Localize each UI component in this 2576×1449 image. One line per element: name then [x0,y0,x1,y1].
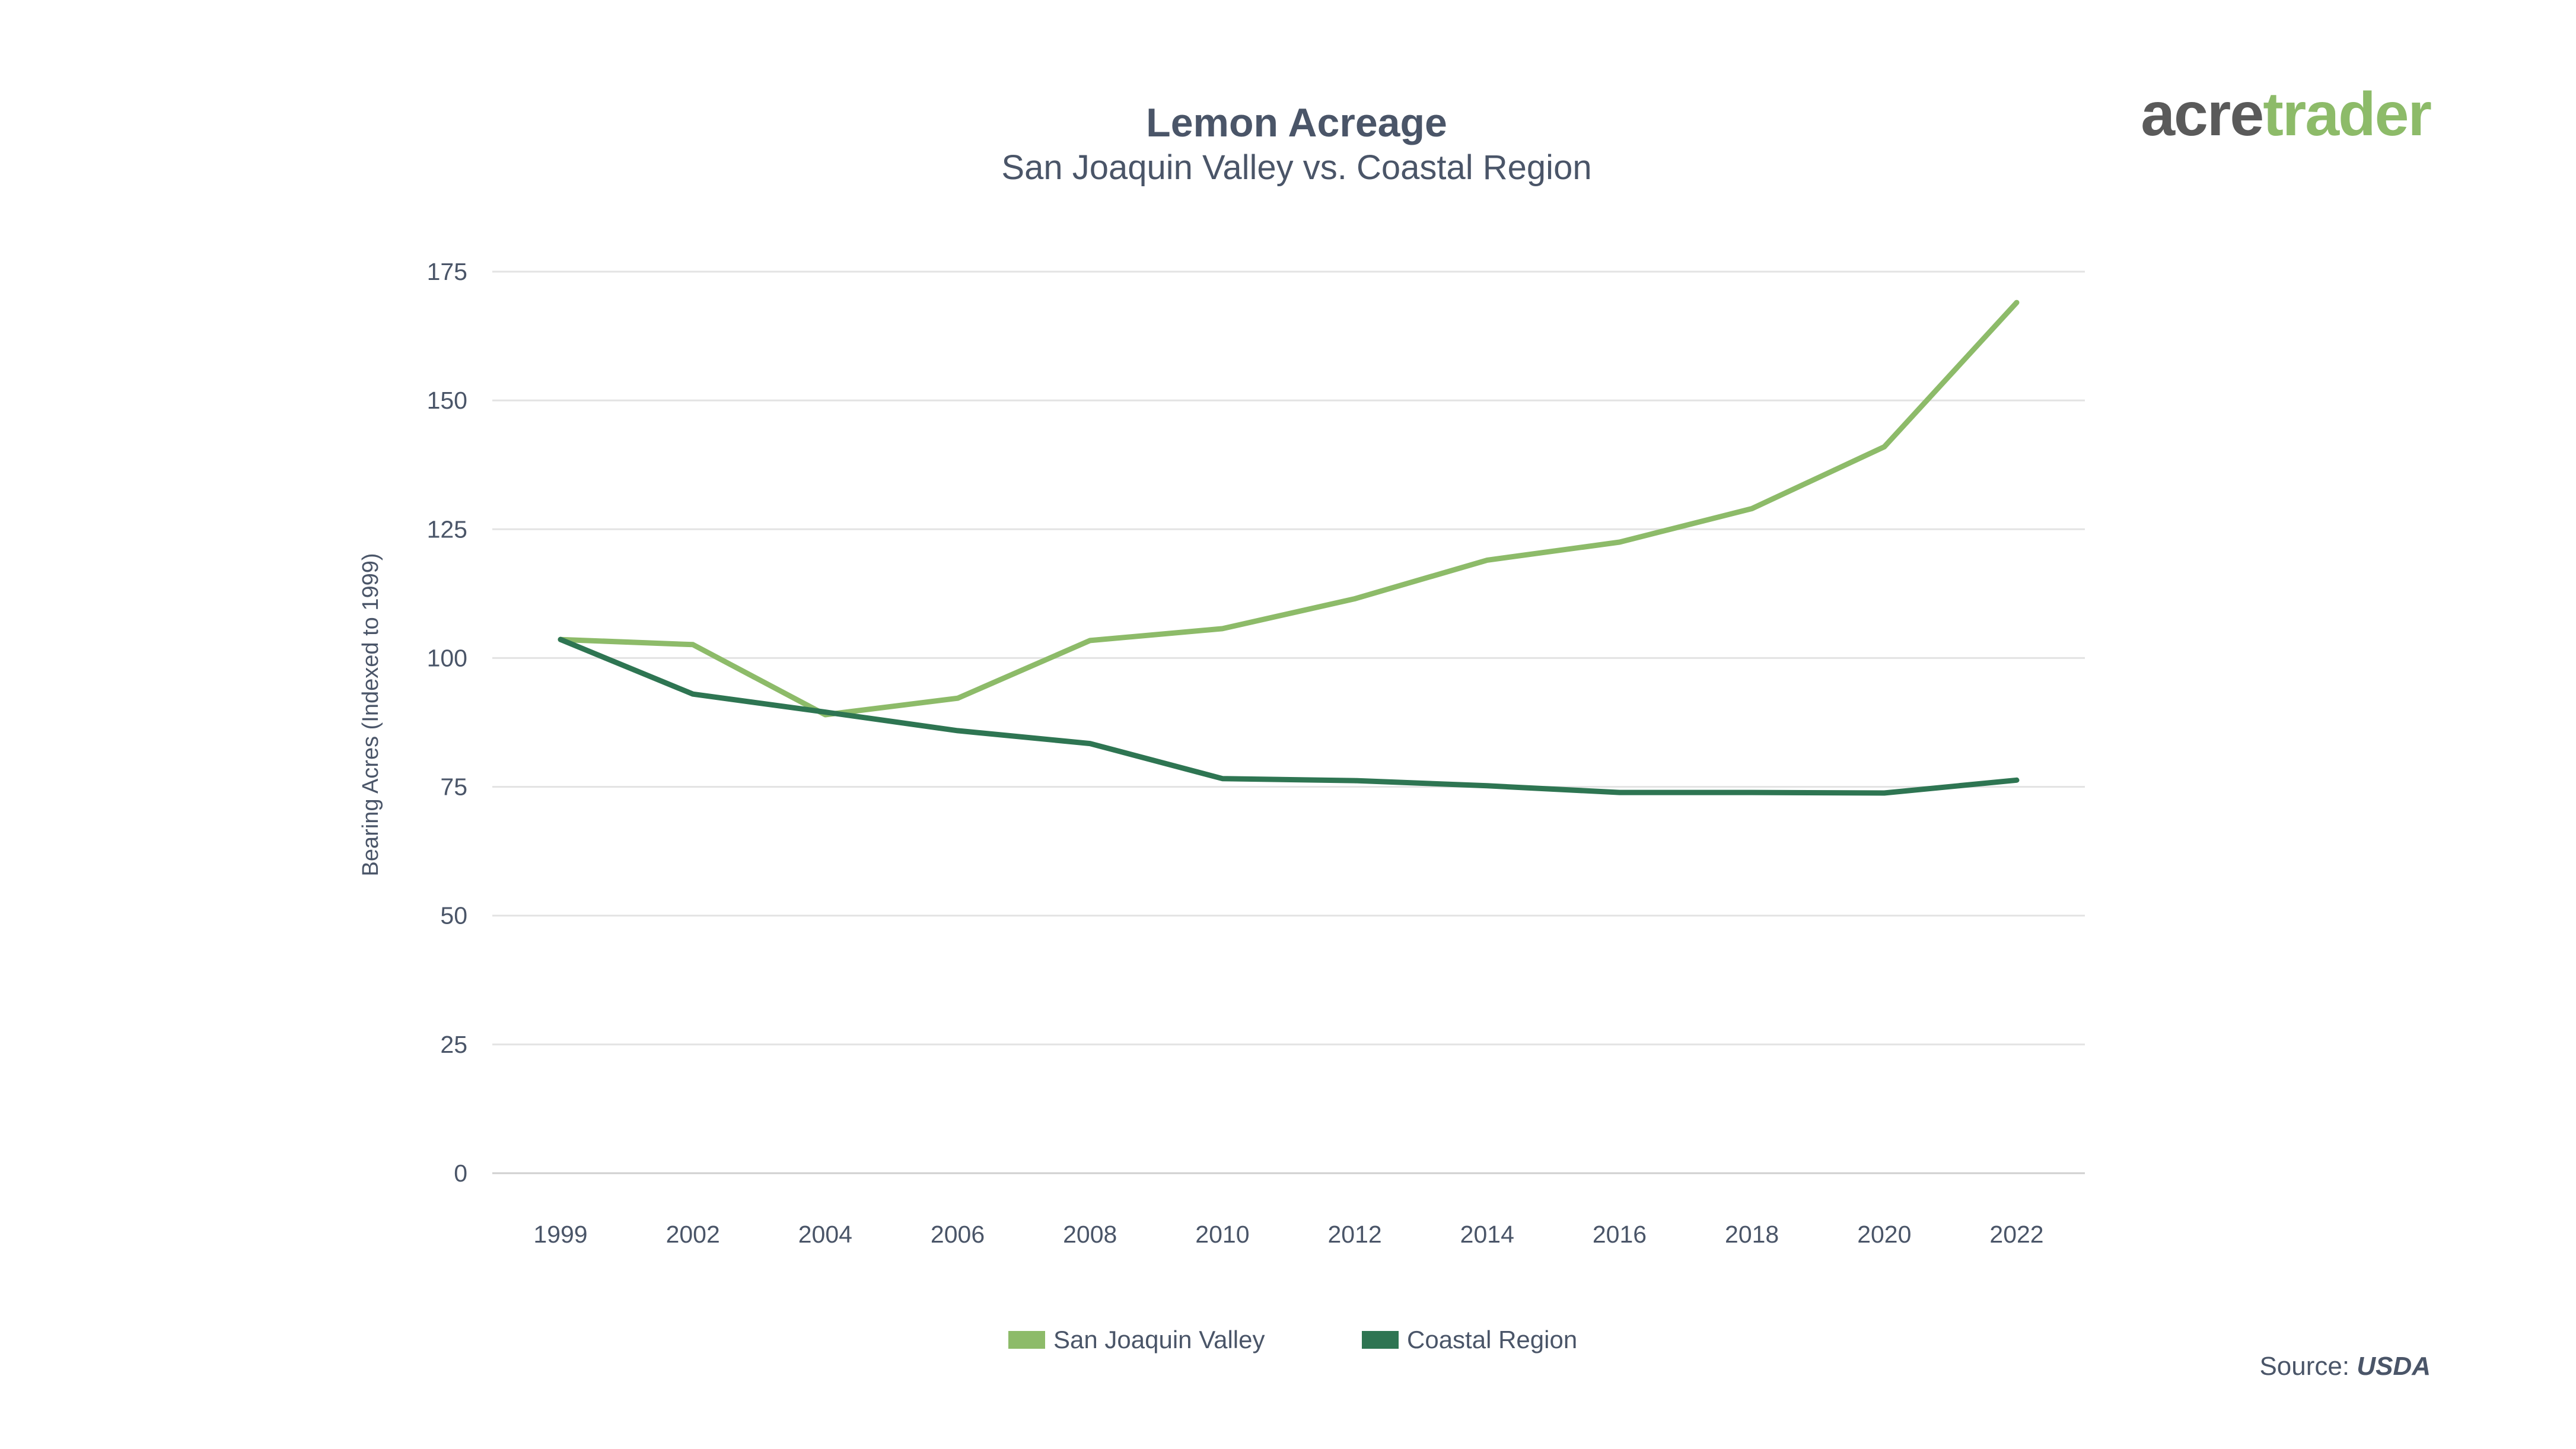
source-note: Source: USDA [2259,1352,2431,1381]
gridlines [492,270,2085,1174]
y-tick-label: 175 [427,258,467,285]
x-tick-label: 1999 [533,1221,587,1248]
chart-subtitle: San Joaquin Valley vs. Coastal Region [1001,148,1591,187]
x-tick-label: 2004 [798,1221,852,1248]
logo-acre: acre [2141,80,2263,149]
series-line-coastal-region [558,636,2020,796]
acretrader-logo: acretrader [2141,80,2431,149]
x-tick-label: 2002 [666,1221,720,1248]
x-tick-label: 2016 [1593,1221,1647,1248]
series-line-san-joaquin-valley [558,300,2020,718]
y-tick-label: 125 [427,515,467,543]
y-axis-ticks: 0 25 50 75 100 125 150 175 [427,258,467,1187]
legend-label: Coastal Region [1407,1326,1577,1354]
x-tick-label: 2018 [1725,1221,1779,1248]
legend-swatch [1008,1331,1045,1349]
x-tick-label: 2006 [931,1221,985,1248]
source-prefix: Source: [2259,1352,2357,1381]
y-tick-label: 100 [427,644,467,671]
logo-trader: trader [2263,80,2431,149]
y-tick-label: 50 [440,902,467,929]
x-tick-label: 2014 [1460,1221,1514,1248]
legend: San Joaquin Valley Coastal Region [1008,1326,1577,1354]
x-tick-label: 2008 [1063,1221,1117,1248]
x-tick-label: 2022 [1989,1221,2043,1248]
x-tick-label: 2012 [1327,1221,1381,1248]
source-name: USDA [2357,1352,2431,1381]
x-tick-label: 2010 [1195,1221,1249,1248]
y-tick-label: 25 [440,1031,467,1058]
series-lines [558,300,2020,796]
legend-label: San Joaquin Valley [1053,1326,1265,1354]
y-tick-label: 75 [440,773,467,801]
chart-title: Lemon Acreage [1146,100,1447,145]
legend-swatch [1362,1331,1399,1349]
y-tick-label: 0 [454,1160,467,1187]
x-axis-ticks: 1999 2002 2004 2006 2008 2010 2012 2014 2016 2018… [533,1221,2043,1248]
x-tick-label: 2020 [1857,1221,1911,1248]
y-axis-label: Bearing Acres (Indexed to 1999) [358,553,383,876]
y-tick-label: 150 [427,387,467,414]
